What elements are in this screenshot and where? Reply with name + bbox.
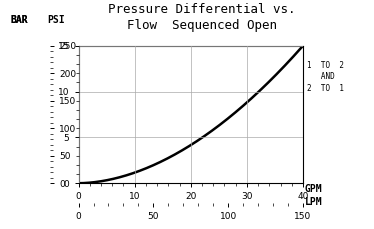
- Text: GPM: GPM: [305, 184, 322, 194]
- Text: Pressure Differential vs.
Flow  Sequenced Open: Pressure Differential vs. Flow Sequenced…: [108, 3, 296, 33]
- Text: BAR: BAR: [10, 15, 28, 25]
- Text: LPM: LPM: [305, 196, 322, 207]
- Text: 1  TO  2
   AND
2  TO  1: 1 TO 2 AND 2 TO 1: [307, 61, 344, 93]
- Text: PSI: PSI: [47, 15, 65, 25]
- Text: BAR: BAR: [10, 15, 28, 25]
